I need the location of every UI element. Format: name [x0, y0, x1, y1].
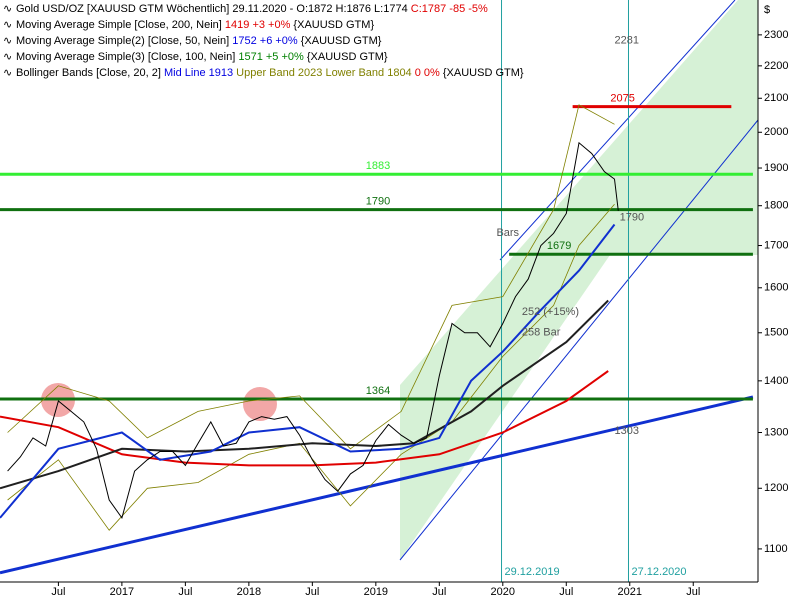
y-tick-label: 1800	[764, 200, 788, 212]
legend-line: Moving Average Simple(3) [Close, 100, Ne…	[16, 51, 388, 63]
plot: 29.12.2019 27.12.2020 1883 1790 1679 1364 2075…	[0, 0, 754, 582]
legend-text: 1571 +5 +0%	[238, 51, 304, 63]
y-tick-label: 1700	[764, 239, 788, 251]
series-line	[7, 141, 619, 520]
annotation: 2281	[615, 35, 639, 47]
legend-text: Upper Band 2023	[233, 67, 322, 79]
y-tick-label: 2100	[764, 92, 788, 104]
y-tick-label: 1200	[764, 482, 788, 494]
legend-icon: ∿	[3, 67, 12, 79]
level-label: 1883	[366, 160, 390, 172]
legend-line: Moving Average Simple(2) [Close, 50, Nei…	[16, 35, 382, 47]
legend-text: Bollinger Bands [Close, 20, 2]	[16, 67, 164, 79]
level-label: 1364	[366, 385, 390, 397]
series-line	[7, 203, 615, 531]
y-tick-label: 2300	[764, 29, 788, 41]
x-tick-label: 2019	[364, 586, 388, 598]
y-tick-label: 2200	[764, 60, 788, 72]
x-tick-label: 2017	[110, 586, 134, 598]
trendline	[0, 395, 754, 575]
legend-icon: ∿	[3, 51, 12, 63]
series-line	[7, 104, 615, 450]
legend-text: 1752 +6 +0%	[232, 35, 298, 47]
legend-text: {XAUUSD GTM}	[440, 67, 524, 79]
y-tick-label: 1900	[764, 162, 788, 174]
x-tick-label: Jul	[559, 586, 573, 598]
annotation: 258 Bar	[522, 327, 561, 339]
channel-line	[499, 0, 736, 261]
x-tick-label: 2020	[491, 586, 515, 598]
legend-line: Moving Average Simple [Close, 200, Nein]…	[16, 19, 374, 31]
legend-text: 0 0%	[412, 67, 440, 79]
y-tick-label: 1400	[764, 375, 788, 387]
y-tick-label: 1500	[764, 327, 788, 339]
series-line	[0, 370, 609, 467]
x-tick-label: Jul	[51, 586, 65, 598]
legend-text: Lower Band 1804	[322, 67, 411, 79]
legend-text: {XAUUSD GTM}	[290, 19, 374, 31]
legend-text: {XAUUSD GTM}	[298, 35, 382, 47]
series-line	[0, 223, 616, 519]
legend-line: Bollinger Bands [Close, 20, 2] Mid Line …	[16, 67, 524, 79]
y-tick-label: 2000	[764, 126, 788, 138]
legend-text: Moving Average Simple(3) [Close, 100, Ne…	[16, 51, 238, 63]
x-tick-label: 2021	[618, 586, 642, 598]
legend-text: Mid Line 1913	[164, 67, 233, 79]
legend: ∿ Gold USD/OZ [XAUUSD GTM Wöchentlich] 29…	[3, 3, 524, 79]
level-label: 1679	[547, 240, 571, 252]
legend-text: C:1787 -85 -5%	[411, 3, 488, 15]
legend-text: {XAUUSD GTM}	[304, 51, 388, 63]
currency: $	[764, 4, 770, 16]
date-marker-label: 27.12.2020	[631, 566, 686, 578]
y-tick-label: 1300	[764, 426, 788, 438]
annotation: 1790	[620, 211, 644, 223]
x-tick-label: Jul	[686, 586, 700, 598]
x-tick-label: Jul	[178, 586, 192, 598]
legend-text: Moving Average Simple [Close, 200, Nein]	[16, 19, 225, 31]
x-tick-label: Jul	[432, 586, 446, 598]
annotation: 1303	[615, 425, 639, 437]
annotation: 252 (+15%)	[522, 306, 579, 318]
legend-icon: ∿	[3, 35, 12, 47]
channel-line	[399, 119, 759, 561]
level-label: 2075	[610, 93, 634, 105]
legend-line: Gold USD/OZ [XAUUSD GTM Wöchentlich] 29.…	[16, 3, 488, 15]
level-label: 1790	[366, 195, 390, 207]
highlight	[243, 387, 277, 421]
legend-text: Gold USD/OZ [XAUUSD GTM Wöchentlich] 29.…	[16, 3, 411, 15]
date-marker-label: 29.12.2019	[505, 566, 560, 578]
series-line	[0, 299, 609, 490]
legend-icon: ∿	[3, 19, 12, 31]
y-tick-label: 1600	[764, 282, 788, 294]
channel	[400, 0, 758, 560]
legend-icon: ∿	[3, 3, 12, 15]
y-tick-label: 1100	[764, 543, 788, 555]
annotation: Bars	[496, 227, 519, 239]
x-tick-label: Jul	[305, 586, 319, 598]
legend-text: Moving Average Simple(2) [Close, 50, Nei…	[16, 35, 232, 47]
x-tick-label: 2018	[237, 586, 261, 598]
legend-text: 1419 +3 +0%	[225, 19, 291, 31]
